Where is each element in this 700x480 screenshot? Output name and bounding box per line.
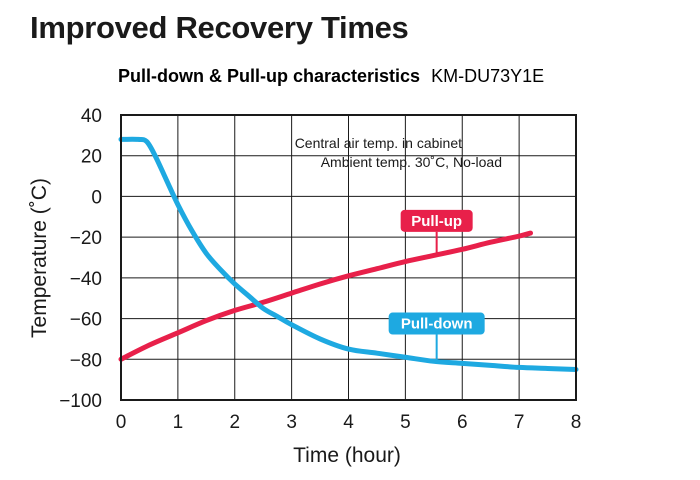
x-tick-label: 4: [343, 412, 354, 433]
x-tick-label: 6: [457, 412, 468, 433]
y-tick-labels: 40 20 0 −20 −40 −60 −80 −100: [59, 106, 102, 412]
plot-frame: [120, 114, 577, 401]
y-tick-label: −60: [70, 310, 102, 331]
chart-model: KM-DU73Y1E: [431, 66, 544, 86]
tag-box: [400, 209, 473, 232]
tag-box: [388, 312, 485, 335]
tag-pull-down: Pull-down: [388, 312, 485, 362]
y-tick-label: 20: [81, 147, 102, 168]
chart-note-1: Central air temp. in cabinet: [295, 135, 462, 151]
x-tick-label: 7: [514, 412, 525, 433]
tag-pull-up: Pull-up: [400, 209, 473, 255]
x-tick-label: 0: [116, 412, 127, 433]
chart-title: Pull-down & Pull-up characteristics KM-D…: [118, 66, 544, 86]
page-title: Improved Recovery Times: [30, 10, 409, 45]
series-layer: [118, 136, 579, 372]
tag-label: Pull-down: [401, 316, 473, 333]
y-tick-label: −40: [70, 269, 102, 290]
y-tick-label: 0: [91, 187, 102, 208]
x-tick-label: 5: [400, 412, 411, 433]
series-line-pull-down: [118, 136, 579, 372]
x-tick-label: 1: [173, 412, 184, 433]
chart-note-2: Ambient temp. 30˚C, No-load: [321, 154, 502, 170]
x-tick-label: 2: [229, 412, 240, 433]
y-tick-label: −20: [70, 228, 102, 249]
y-tick-label: 40: [81, 106, 102, 127]
series-line-pull-up: [118, 230, 533, 362]
tag-label: Pull-up: [411, 213, 462, 230]
chart-title-main: Pull-down & Pull-up characteristics: [118, 66, 420, 86]
x-axis-label: Time (hour): [293, 444, 401, 467]
y-tick-label: −80: [70, 350, 102, 371]
x-tick-labels: 0 1 2 3 4 5 6 7 8: [116, 412, 582, 433]
x-tick-label: 3: [286, 412, 297, 433]
y-tick-label: −100: [59, 391, 102, 412]
tags-layer: Pull-up Pull-down: [388, 209, 485, 362]
y-axis-label: Temperature (˚C): [28, 178, 51, 338]
x-tick-label: 8: [571, 412, 582, 433]
